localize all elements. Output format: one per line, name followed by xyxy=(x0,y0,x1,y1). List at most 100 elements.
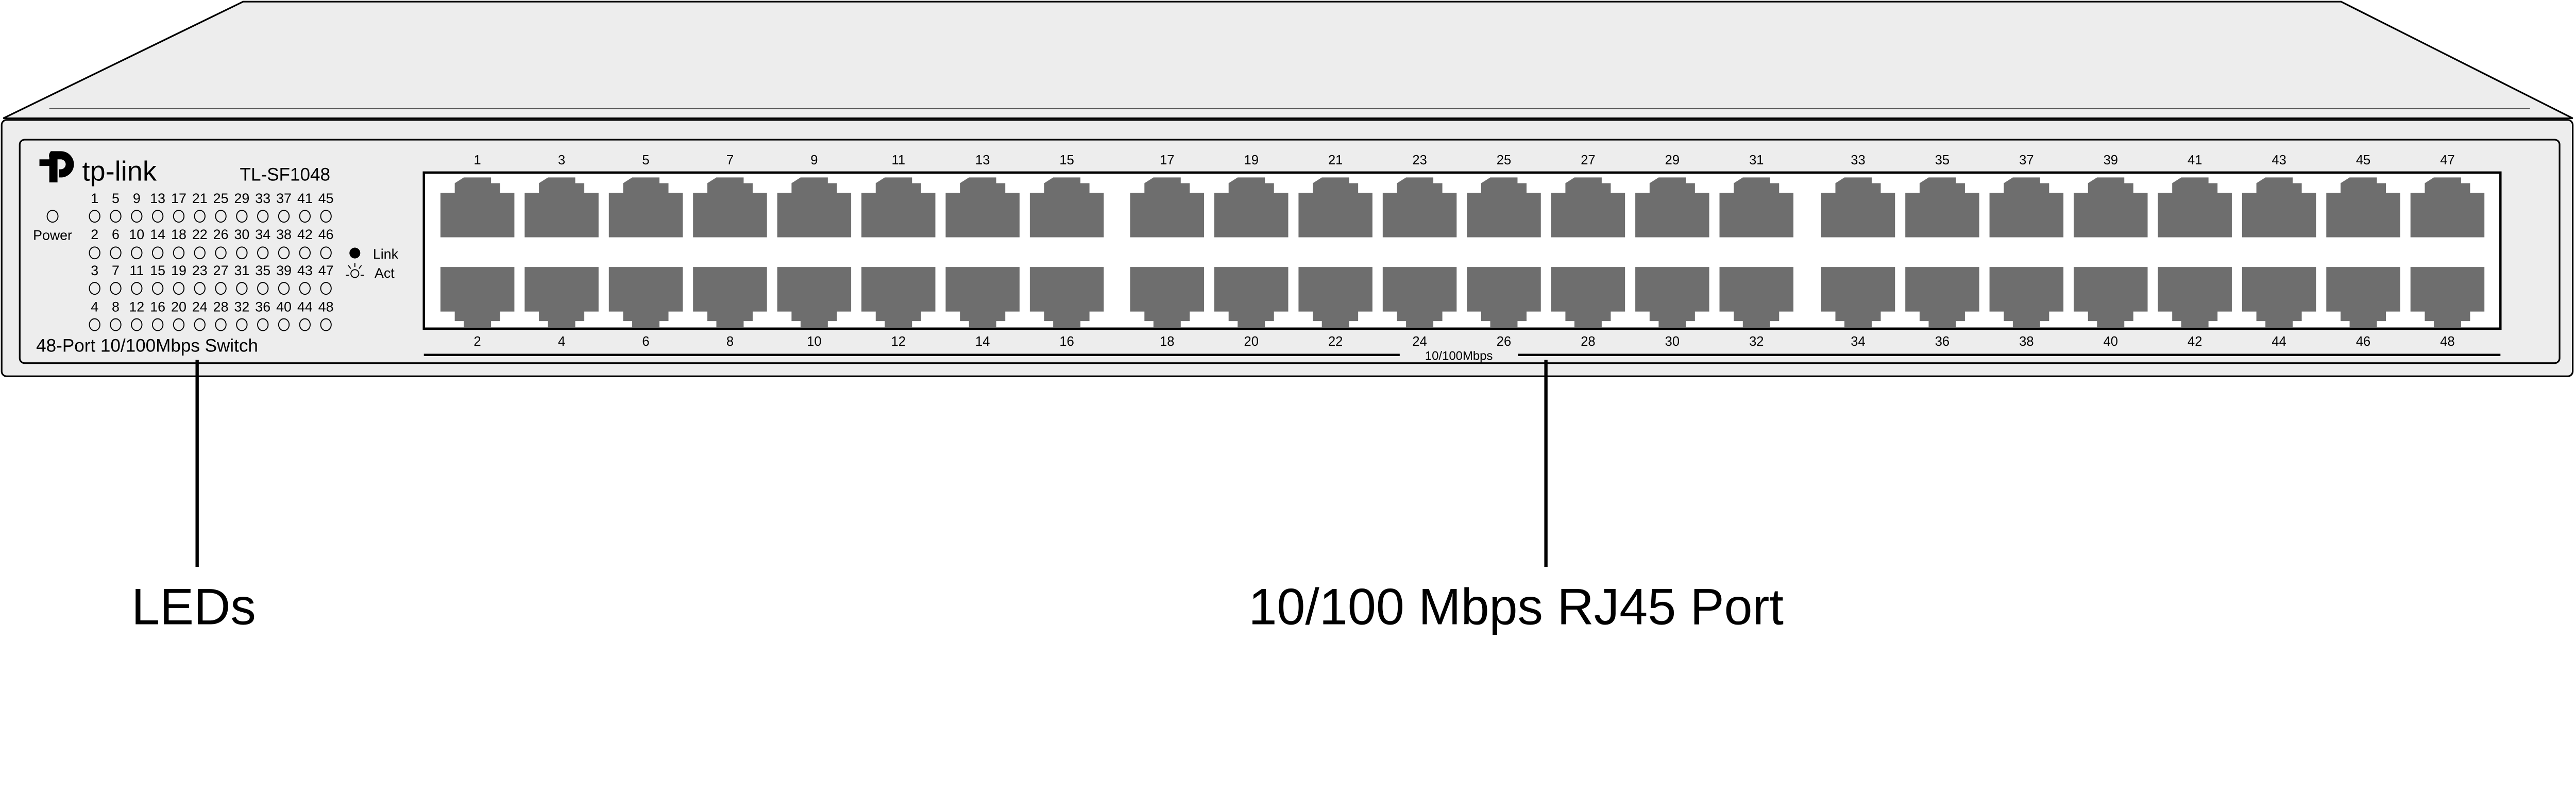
link-legend-label: Link xyxy=(373,246,399,262)
port-led xyxy=(236,246,248,260)
led-number-label: 31 xyxy=(234,263,250,278)
brand-text: tp-link xyxy=(82,156,157,187)
port-number-label: 38 xyxy=(2019,334,2033,349)
led-number-label: 28 xyxy=(213,299,229,314)
led-number-label: 43 xyxy=(297,263,313,278)
port-led xyxy=(151,210,164,223)
tp-link-logo: tp-link xyxy=(39,151,157,187)
port-number-label: 20 xyxy=(1244,334,1259,349)
rj45-port xyxy=(2326,267,2400,328)
led-number-label: 41 xyxy=(297,191,313,206)
led-number-label: 21 xyxy=(192,191,208,206)
power-label: Power xyxy=(33,228,72,243)
led-number-label: 10 xyxy=(129,227,144,242)
port-led xyxy=(320,282,332,295)
port-number-label: 16 xyxy=(1059,334,1074,349)
rj45-port xyxy=(1551,177,1625,238)
port-led xyxy=(131,282,143,295)
rj45-port xyxy=(2410,177,2485,238)
port-number-label: 47 xyxy=(2440,153,2454,167)
port-number-label: 19 xyxy=(1244,153,1259,167)
port-number-label: 1 xyxy=(474,153,481,167)
rj45-port xyxy=(945,267,1020,328)
rj45-port xyxy=(608,267,683,328)
switch-front-panel-diagram: tp-link TL-SF1048 Power 1 5 9 13 17 21 25 29 33 3… xyxy=(1,1,2574,635)
port-number-label: 9 xyxy=(810,153,818,167)
rj45-port xyxy=(861,177,936,238)
rj45-port xyxy=(440,267,515,328)
led-number-label: 23 xyxy=(192,263,208,278)
rj45-port xyxy=(524,267,599,328)
port-number-label: 3 xyxy=(558,153,565,167)
port-led xyxy=(320,210,332,223)
port-led xyxy=(257,210,269,223)
port-number-label: 5 xyxy=(642,153,649,167)
port-led xyxy=(236,318,248,331)
led-number-label: 42 xyxy=(297,227,313,242)
port-led xyxy=(215,318,227,331)
led-number-label: 1 xyxy=(91,191,98,206)
port-number-label: 34 xyxy=(1851,334,1865,349)
port-number-label: 11 xyxy=(892,153,905,167)
product-description: 48-Port 10/100Mbps Switch xyxy=(36,335,258,356)
led-number-label: 3 xyxy=(91,263,98,278)
port-number-label: 24 xyxy=(1412,334,1427,349)
port-number-label: 21 xyxy=(1328,153,1343,167)
port-led xyxy=(89,246,100,260)
port-led-grid: 1 5 9 13 17 21 25 29 33 37 41 452 6 10 14 18 22 26 30 34 38 4… xyxy=(89,191,334,331)
led-number-label: 46 xyxy=(318,227,334,242)
port-led xyxy=(215,282,227,295)
rj45-port xyxy=(693,267,767,328)
ports-callout-label: 10/100 Mbps RJ45 Port xyxy=(1248,579,1783,635)
act-indicator-icon xyxy=(346,263,364,278)
port-led xyxy=(151,318,164,331)
led-number-label: 29 xyxy=(234,191,250,206)
rj45-port xyxy=(1214,267,1289,328)
led-number-label: 37 xyxy=(276,191,292,206)
rj45-port xyxy=(1905,267,1979,328)
rj45-port xyxy=(2410,267,2485,328)
led-number-label: 44 xyxy=(297,299,313,314)
led-number-label: 8 xyxy=(112,299,120,314)
port-number-label: 29 xyxy=(1665,153,1680,167)
led-number-label: 9 xyxy=(133,191,141,206)
rj45-port xyxy=(1130,177,1205,238)
port-led xyxy=(110,318,122,331)
port-panel xyxy=(422,171,2502,330)
port-led xyxy=(278,282,290,295)
port-number-label: 12 xyxy=(891,334,906,349)
led-number-label: 16 xyxy=(150,299,165,314)
port-number-label: 7 xyxy=(726,153,734,167)
led-number-label: 40 xyxy=(276,299,292,314)
rj45-port xyxy=(1130,267,1205,328)
rj45-port xyxy=(1298,177,1372,238)
port-number-label: 39 xyxy=(2104,153,2118,167)
port-led xyxy=(173,318,185,331)
led-number-label: 22 xyxy=(192,227,208,242)
rj45-port xyxy=(945,177,1020,238)
tp-link-logo-icon xyxy=(39,151,74,182)
port-led xyxy=(173,246,185,260)
led-number-label: 27 xyxy=(213,263,229,278)
rj45-port xyxy=(440,177,515,238)
rj45-port xyxy=(2074,177,2148,238)
port-led xyxy=(194,282,206,295)
rj45-port xyxy=(693,177,767,238)
port-led xyxy=(89,210,100,223)
port-number-label: 31 xyxy=(1749,153,1764,167)
rj45-port xyxy=(1821,267,1895,328)
led-number-label: 17 xyxy=(171,191,187,206)
port-led xyxy=(278,318,290,331)
rj45-port xyxy=(1029,267,1104,328)
port-led xyxy=(131,210,143,223)
power-led xyxy=(46,210,59,223)
port-number-label: 26 xyxy=(1497,334,1511,349)
rj45-port xyxy=(2074,267,2148,328)
rj45-port xyxy=(1551,267,1625,328)
port-led xyxy=(194,210,206,223)
led-number-label: 5 xyxy=(112,191,120,206)
rj45-port xyxy=(608,177,683,238)
rj45-port xyxy=(1467,267,1541,328)
led-number-label: 47 xyxy=(318,263,334,278)
rj45-port xyxy=(1029,177,1104,238)
